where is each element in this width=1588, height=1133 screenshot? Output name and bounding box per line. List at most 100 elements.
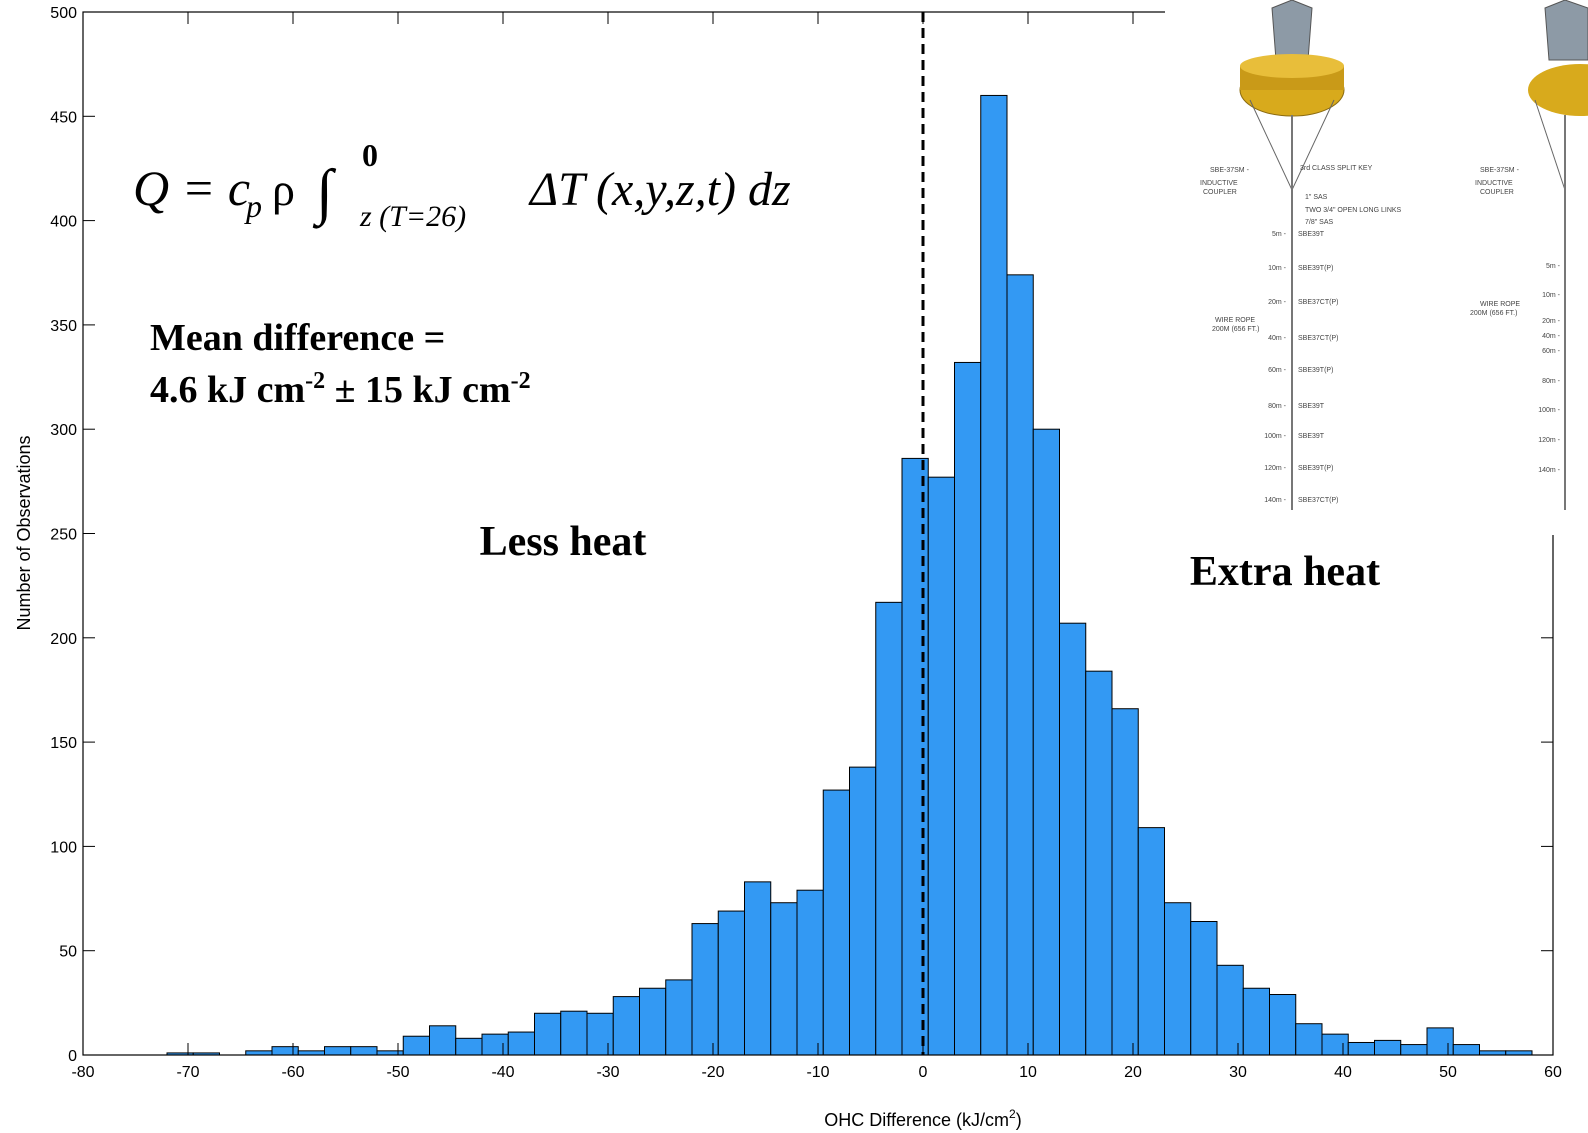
inset-depth: 10m - [1268, 265, 1287, 272]
extra-heat: Extra heat [1190, 549, 1380, 595]
inset-depth: 120m - [1264, 465, 1286, 472]
x-tick-label: 30 [1229, 1064, 1247, 1081]
y-tick-label: 0 [68, 1048, 77, 1065]
bar [717, 910, 745, 1056]
y-tick-label: 400 [50, 214, 77, 231]
inset-label: WIRE ROPE [1215, 317, 1255, 324]
bar [560, 1010, 588, 1056]
x-label-sup: 2 [1009, 1107, 1016, 1121]
bar [376, 1050, 404, 1056]
mean-sup-a: -2 [305, 368, 325, 394]
inset-depth: 100m - [1538, 407, 1560, 414]
x-tick-label: -40 [491, 1064, 514, 1081]
bar [1505, 1050, 1533, 1056]
bar [1137, 827, 1165, 1056]
y-tick-label: 500 [50, 5, 77, 22]
bar [822, 789, 850, 1056]
bar [770, 902, 798, 1056]
inset-instrument: SBE37CT(P) [1298, 335, 1338, 342]
bar [1032, 428, 1060, 1056]
x-label-end: ) [1016, 1110, 1022, 1130]
x-tick-label: -80 [71, 1064, 94, 1081]
y-tick-label: 350 [50, 318, 77, 335]
bar [639, 987, 667, 1056]
y-tick-label: 250 [50, 527, 77, 544]
inset-depth: 40m - [1542, 333, 1561, 340]
eq-lower: z (T=26) [359, 200, 466, 233]
x-label-text: OHC Difference (kJ/cm [824, 1110, 1009, 1130]
x-tick-label: 10 [1019, 1064, 1037, 1081]
inset-instrument: SBE37CT(P) [1298, 299, 1338, 306]
x-tick-label: 50 [1439, 1064, 1457, 1081]
inset-instrument: SBE39T(P) [1298, 465, 1333, 472]
inset-background [1165, 0, 1588, 535]
bar [297, 1050, 325, 1056]
bar [849, 766, 877, 1056]
inset-depth: 100m - [1264, 433, 1286, 440]
y-tick-label: 150 [50, 735, 77, 752]
bar [507, 1031, 535, 1056]
bar [1347, 1041, 1375, 1056]
equation: Q = c p ρ ∫ 0 z (T=26) ΔT (x,y,z,t) dz [133, 137, 791, 233]
mean-a: 4.6 kJ cm [150, 369, 305, 411]
bar [271, 1046, 299, 1056]
bar [1400, 1044, 1428, 1056]
bar [1452, 1044, 1480, 1056]
y-axis-label: Number of Observations [14, 435, 34, 630]
inset-label: 200M (656 FT.) [1212, 326, 1259, 333]
inset-depth: 140m - [1538, 467, 1560, 474]
less-heat: Less heat [480, 519, 647, 565]
inset-label: COUPLER [1203, 189, 1237, 196]
y-tick-label: 100 [50, 839, 77, 856]
bar [534, 1012, 562, 1056]
bar [455, 1037, 483, 1056]
bar [402, 1035, 430, 1056]
y-tick-label: 50 [59, 944, 77, 961]
x-axis-label: OHC Difference (kJ/cm2) [824, 1107, 1021, 1130]
bar [1321, 1033, 1349, 1056]
inset-instrument: SBE39T(P) [1298, 265, 1333, 272]
inset-depth: 60m - [1542, 348, 1561, 355]
inset-instrument: SBE37CT(P) [1298, 497, 1338, 504]
bar [429, 1025, 457, 1056]
x-tick-label: -60 [281, 1064, 304, 1081]
inset-label: 3rd CLASS SPLIT KEY [1300, 165, 1373, 172]
inset-label: COUPLER [1480, 189, 1514, 196]
eq-sub: p [244, 188, 262, 224]
inset-label: 7/8" SAS [1305, 219, 1333, 226]
buoy-right [1528, 0, 1588, 510]
inset-label: SBE-37SM - [1480, 167, 1520, 174]
bar [586, 1012, 614, 1056]
x-tick-label: 40 [1334, 1064, 1352, 1081]
inset-label: 200M (656 FT.) [1470, 310, 1517, 317]
bar [875, 601, 903, 1056]
inset-depth: 20m - [1542, 318, 1561, 325]
bar [1006, 274, 1034, 1056]
buoy-left [1239, 0, 1345, 510]
bar [612, 996, 640, 1056]
eq-rest: ΔT (x,y,z,t) dz [528, 163, 791, 216]
mooring-inset: SBE-37SM - 3rd CLASS SPLIT KEY INDUCTIVE CO… [1165, 0, 1588, 535]
x-tick-label: -50 [386, 1064, 409, 1081]
bar [691, 923, 719, 1056]
bar [1085, 670, 1113, 1056]
inset-depth: 40m - [1268, 335, 1287, 342]
inset-instrument: SBE39T [1298, 403, 1325, 410]
bar [1295, 1023, 1323, 1056]
x-tick-label: -30 [596, 1064, 619, 1081]
plot-area: -80 -70 -60 -50 -40 -30 -20 -10 0 10 20 30 40 50 60050… [50, 5, 1562, 1081]
bar [1190, 920, 1218, 1056]
inset-depth: 120m - [1538, 437, 1560, 444]
x-tick-label: -20 [701, 1064, 724, 1081]
inset-depth: 5m - [1272, 231, 1287, 238]
bar [1216, 964, 1244, 1056]
y-tick-label: 200 [50, 631, 77, 648]
inset-label: TWO 3/4" OPEN LONG LINKS [1305, 207, 1402, 214]
inset-depth: 140m - [1264, 497, 1286, 504]
bar [954, 361, 982, 1056]
mean-sup-b: -2 [511, 368, 531, 394]
inset-depth: 10m - [1542, 292, 1561, 299]
mean-line-2: 4.6 kJ cm-2 ± 15 kJ cm-2 [150, 368, 531, 411]
